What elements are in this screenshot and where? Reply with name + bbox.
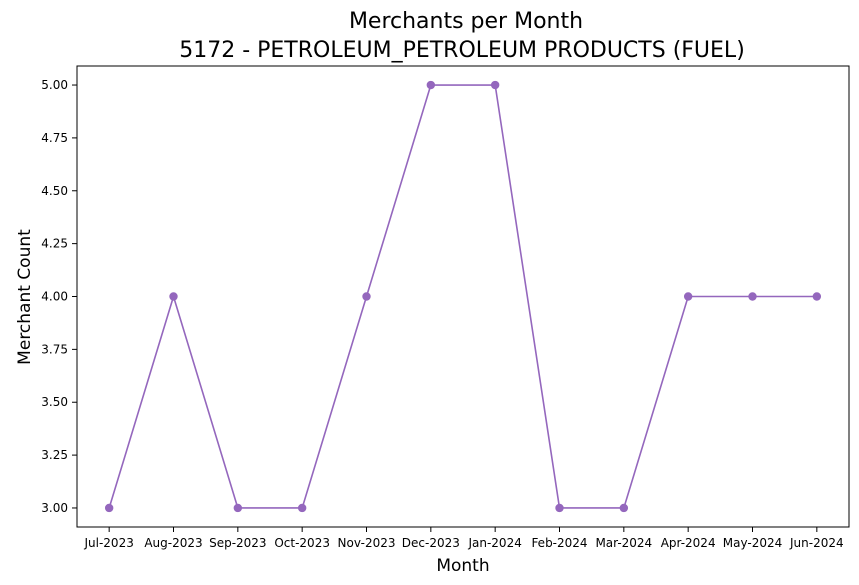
x-tick-label-8: Mar-2024 (595, 536, 652, 550)
data-point-0-11 (812, 292, 822, 301)
x-tick-label-6: Jan-2024 (467, 536, 521, 550)
data-point-0-4 (362, 292, 371, 301)
x-tick-label-10: May-2024 (723, 536, 782, 550)
x-tick-label-11: Jun-2024 (789, 536, 844, 550)
y-tick-label-4: 4.00 (41, 290, 68, 304)
series-line-0 (108, 84, 817, 509)
data-point-0-7 (555, 503, 564, 513)
x-tick-label-1: Aug-2023 (144, 536, 202, 550)
y-tick-label-2: 3.50 (41, 395, 68, 409)
data-point-0-0 (104, 503, 114, 513)
data-point-0-3 (297, 503, 307, 513)
y-tick-label-8: 5.00 (41, 78, 68, 92)
data-point-0-1 (169, 292, 178, 301)
plot-area: 3.00 3.25 3.50 3.75 4.00 4.25 4.50 4.75 5.00 Jul-… (41, 65, 850, 550)
y-tick-label-5: 4.25 (41, 237, 68, 251)
y-tick-label-0: 3.00 (41, 501, 68, 515)
data-point-0-6 (490, 80, 500, 90)
chart-subtitle: 5172 - PETROLEUM_PETROLEUM PRODUCTS (FUE… (179, 38, 745, 63)
y-tick-label-3: 3.75 (41, 342, 68, 356)
data-point-0-2 (233, 503, 243, 513)
y-tick-label-6: 4.50 (41, 184, 68, 198)
x-tick-label-7: Feb-2024 (531, 536, 587, 550)
y-tick-label-1: 3.25 (41, 448, 68, 462)
data-point-0-8 (619, 503, 629, 513)
x-axis-label: Month (436, 556, 489, 576)
y-tick-label-7: 4.75 (41, 131, 68, 145)
x-tick-label-2: Sep-2023 (209, 536, 267, 550)
x-tick-label-5: Dec-2023 (402, 536, 460, 550)
x-tick-label-4: Nov-2023 (338, 536, 396, 550)
x-tick-label-3: Oct-2023 (274, 536, 330, 550)
data-point-0-5 (426, 80, 436, 90)
chart-title: Merchants per Month (349, 9, 583, 34)
data-point-0-9 (683, 292, 693, 301)
y-axis-label: Merchant Count (15, 229, 35, 365)
x-tick-label-0: Jul-2023 (83, 536, 133, 550)
x-tick-label-9: Apr-2024 (661, 536, 716, 550)
data-point-0-10 (748, 292, 757, 301)
